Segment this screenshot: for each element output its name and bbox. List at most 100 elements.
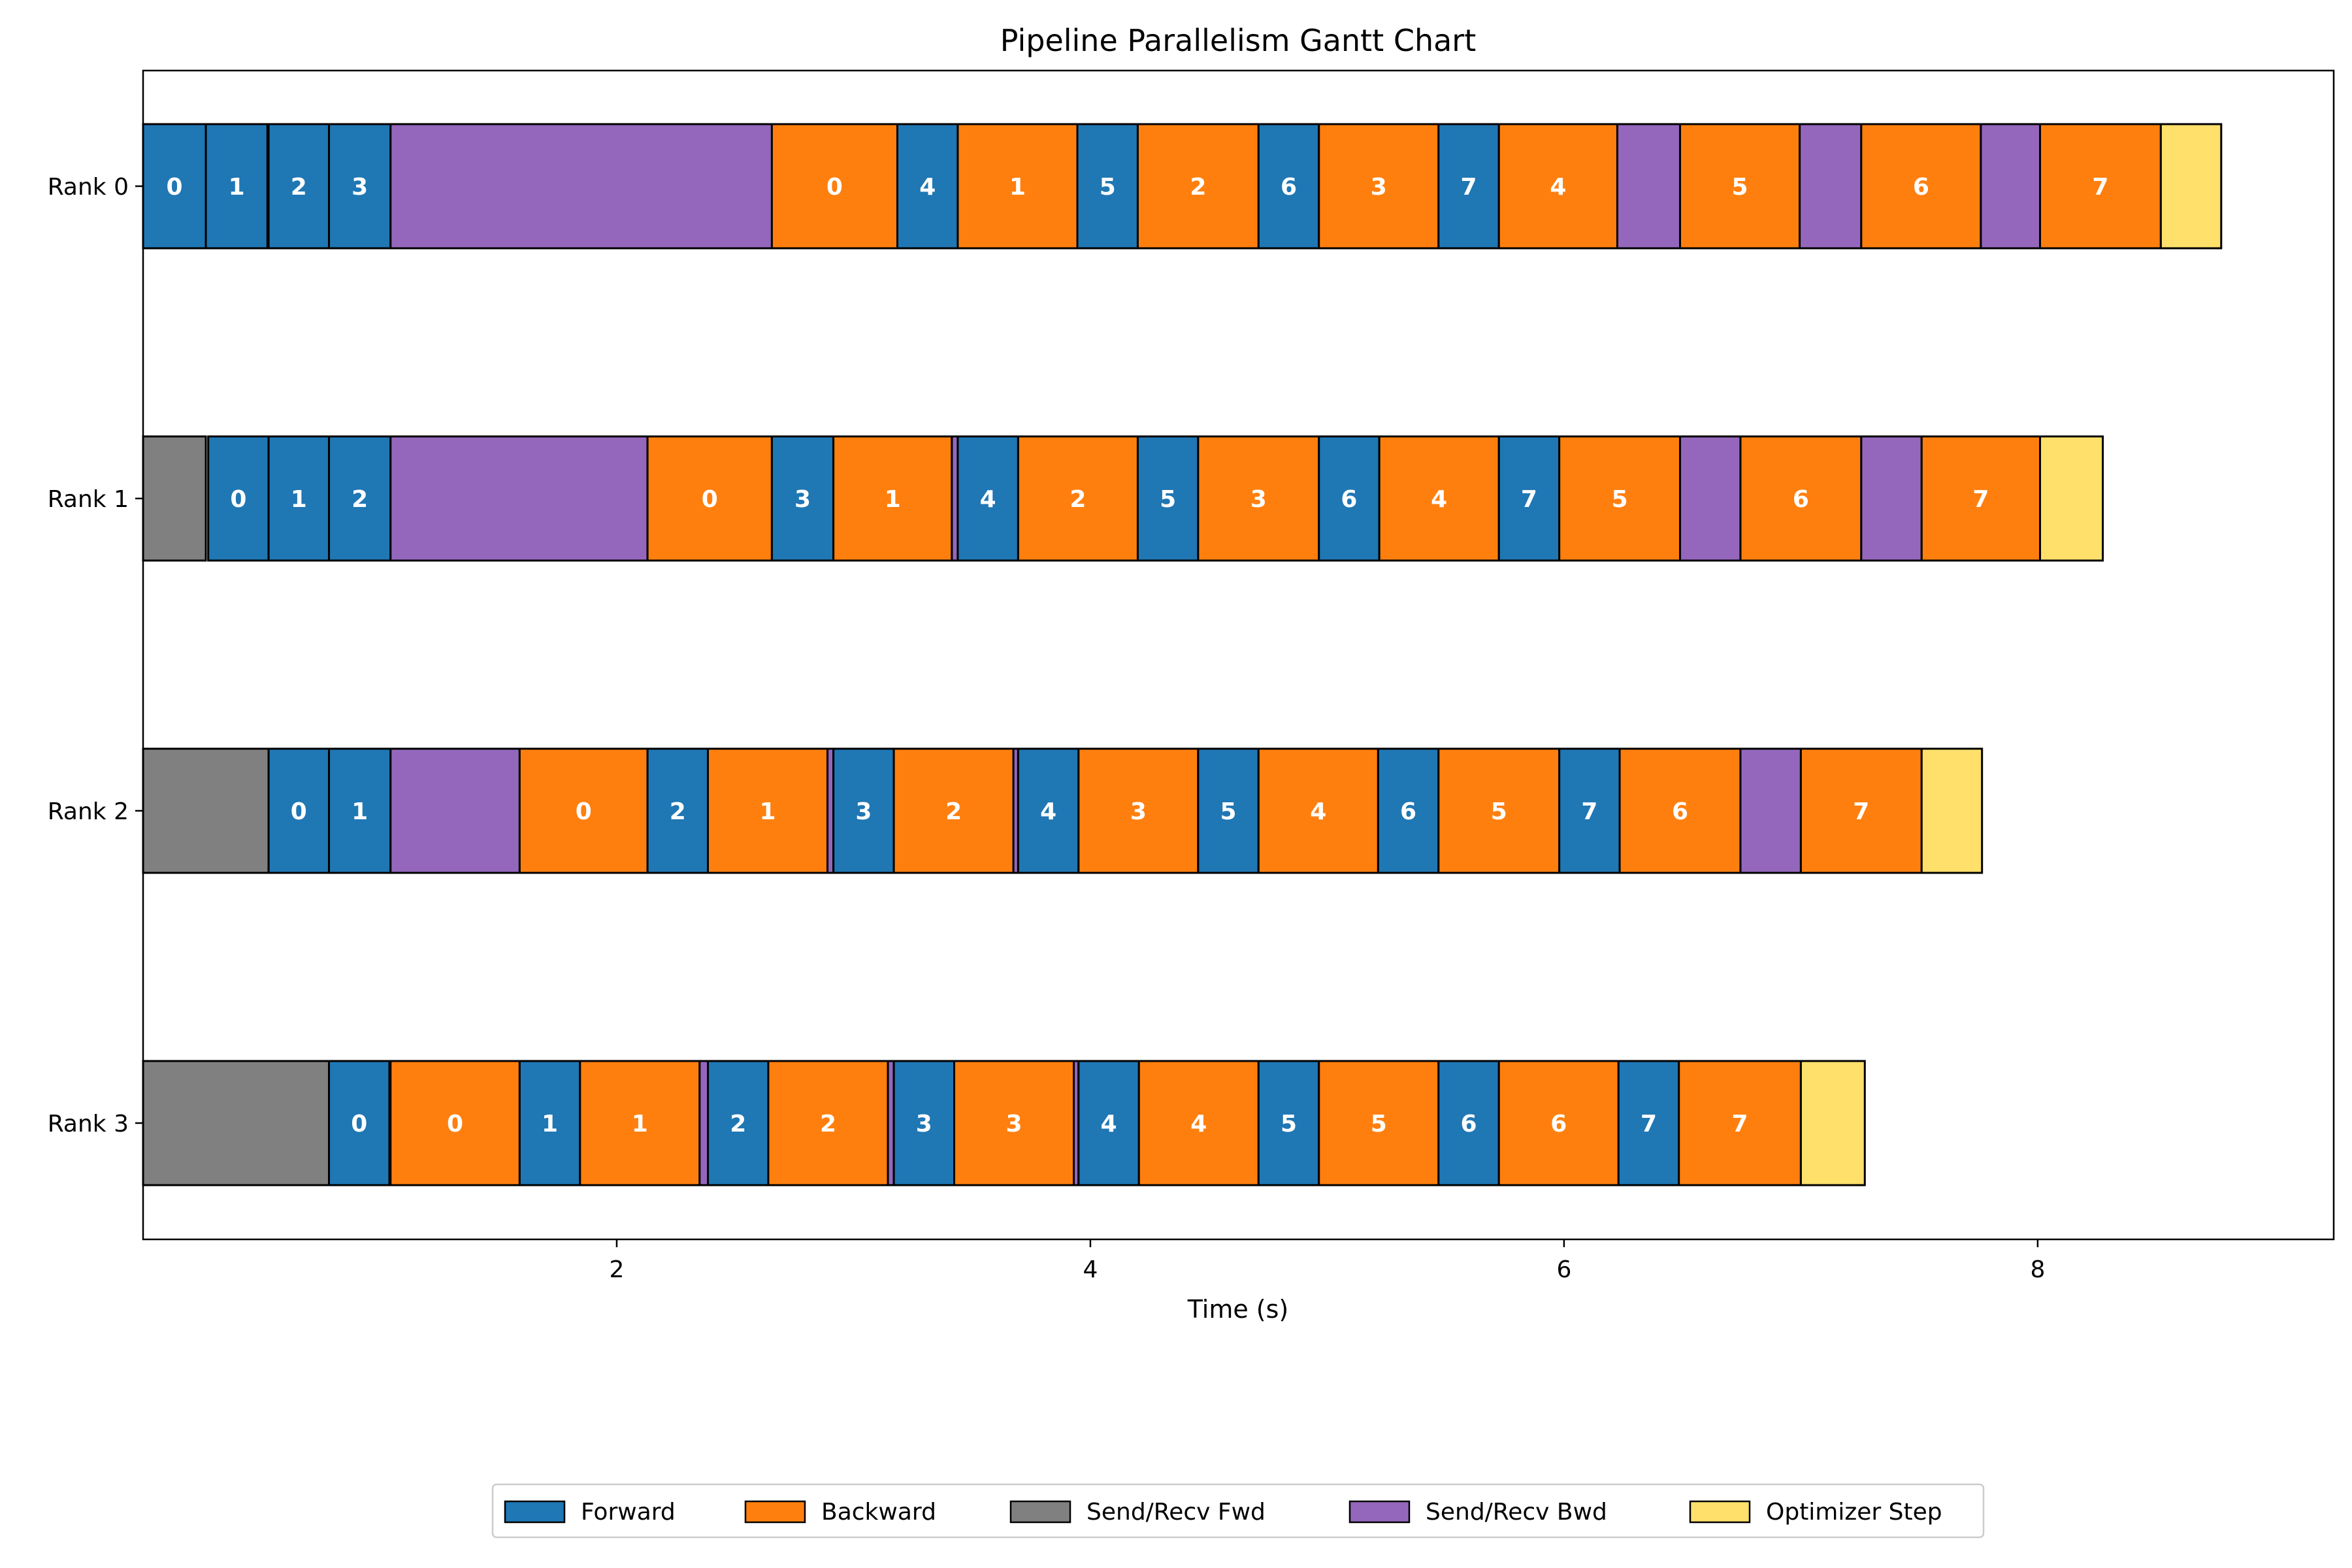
task-label: 2	[351, 486, 368, 513]
task-label: 3	[1130, 798, 1147, 825]
task-bar-opt	[1799, 1060, 1866, 1186]
legend-label: Backward	[821, 1499, 936, 1526]
task-bar-srb	[1739, 747, 1802, 874]
x-axis: 2 4 6 8	[610, 1239, 2045, 1283]
task-label: 5	[1612, 486, 1628, 513]
task-bar-fwd	[1558, 747, 1621, 874]
task-label: 5	[1732, 174, 1748, 201]
task-label: 7	[1641, 1111, 1657, 1137]
bars-layer: 0 1 2 3 0 4 1 5 2 6 3 7 4 5 6 7 0 1 2 0 3 1 4 2 5 3 6 4 7 5 6 7 0 1 0 2 1 3 2 4…	[142, 123, 2223, 1186]
task-label: 5	[1281, 1111, 1297, 1137]
x-tick-label: 8	[2030, 1256, 2045, 1283]
legend-label: Optimizer Step	[1766, 1499, 1942, 1526]
task-bar-fwd	[1437, 123, 1500, 250]
legend-swatch-srf	[1009, 1500, 1071, 1524]
task-bar-srb	[389, 123, 773, 250]
task-label: 7	[1460, 174, 1477, 201]
task-label: 3	[351, 174, 368, 201]
task-bar-fwd	[328, 1060, 391, 1186]
task-bar-fwd	[1136, 435, 1200, 562]
task-bar-bwd	[1497, 123, 1618, 250]
task-label: 6	[1793, 486, 1809, 513]
legend-label: Send/Recv Fwd	[1086, 1499, 1266, 1526]
task-label: 3	[1006, 1111, 1022, 1137]
task-label: 7	[1581, 798, 1597, 825]
task-bar-bwd	[1739, 435, 1863, 562]
task-bar-bwd	[389, 1060, 521, 1186]
task-bar-fwd	[328, 123, 392, 250]
y-tick-label: Rank 3	[48, 1111, 129, 1137]
task-bar-srf	[142, 1060, 331, 1186]
task-bar-srf	[142, 435, 207, 562]
task-label: 7	[1732, 1111, 1748, 1137]
task-bar-bwd	[1678, 1060, 1802, 1186]
task-label: 1	[1009, 174, 1026, 201]
task-bar-fwd	[518, 1060, 581, 1186]
task-bar-fwd	[142, 123, 207, 250]
task-bar-fwd	[832, 747, 895, 874]
legend-swatch-srb	[1348, 1500, 1411, 1524]
task-bar-bwd	[579, 1060, 701, 1186]
task-label: 1	[632, 1111, 648, 1137]
task-label: 7	[2092, 174, 2108, 201]
task-label: 1	[885, 486, 901, 513]
task-bar-bwd	[1437, 747, 1561, 874]
task-bar-srb	[1980, 123, 2042, 250]
task-label: 1	[229, 174, 245, 201]
task-label: 4	[1101, 1111, 1117, 1137]
task-label: 2	[820, 1111, 836, 1137]
task-bar-fwd	[1077, 1060, 1140, 1186]
task-bar-fwd	[1318, 435, 1380, 562]
y-tick-label: Rank 0	[48, 174, 129, 201]
task-bar-fwd	[207, 435, 270, 562]
x-tick-label: 2	[610, 1256, 625, 1283]
task-bar-srb	[1860, 435, 1923, 562]
task-bar-bwd	[1618, 747, 1742, 874]
task-bar-bwd	[1799, 747, 1923, 874]
task-label: 7	[1853, 798, 1869, 825]
task-label: 5	[1491, 798, 1507, 825]
task-label: 0	[702, 486, 718, 513]
task-label: 6	[1913, 174, 1929, 201]
task-label: 4	[1190, 1111, 1207, 1137]
task-bar-bwd	[1136, 123, 1260, 250]
y-tick-label: Rank 2	[48, 798, 129, 825]
task-bar-opt	[2159, 123, 2223, 250]
legend-swatch-opt	[1689, 1500, 1751, 1524]
task-label: 1	[542, 1111, 558, 1137]
task-label: 0	[166, 174, 182, 201]
task-bar-srb	[389, 747, 521, 874]
task-bar-bwd	[1318, 1060, 1440, 1186]
task-label: 6	[1672, 798, 1688, 825]
task-label: 0	[230, 486, 246, 513]
plot-frame	[142, 69, 2335, 1241]
task-bar-fwd	[892, 1060, 956, 1186]
task-bar-fwd	[267, 123, 331, 250]
y-axis: Rank 0 Rank 1 Rank 2 Rank 3	[48, 174, 143, 1137]
task-bar-srb	[1616, 123, 1682, 250]
task-label: 6	[1550, 1111, 1567, 1137]
task-label: 2	[291, 174, 307, 201]
task-label: 3	[794, 486, 811, 513]
x-tick-label: 6	[1556, 1256, 1571, 1283]
legend-swatch-fwd	[504, 1500, 566, 1524]
task-label: 7	[1972, 486, 1989, 513]
legend-frame	[491, 1483, 1985, 1539]
legend-items: Forward Backward Send/Recv Fwd Send/Recv Bw…	[504, 1499, 1942, 1526]
task-bar-bwd	[1860, 123, 1982, 250]
task-label: 5	[1100, 174, 1116, 201]
task-bar-bwd	[1137, 1060, 1260, 1186]
task-bar-fwd	[1076, 123, 1139, 250]
task-label: 3	[1250, 486, 1267, 513]
task-bar-bwd	[707, 747, 829, 874]
task-label: 4	[919, 174, 936, 201]
task-bar-bwd	[1497, 1060, 1620, 1186]
task-bar-bwd	[1378, 435, 1500, 562]
task-bar-srb	[698, 1060, 710, 1186]
task-bar-srb	[1799, 123, 1863, 250]
task-bar-fwd	[956, 435, 1019, 562]
task-label: 3	[855, 798, 872, 825]
task-bar-fwd	[1617, 1060, 1680, 1186]
x-tick-label: 4	[1083, 1256, 1098, 1283]
task-bar-srb	[389, 435, 649, 562]
